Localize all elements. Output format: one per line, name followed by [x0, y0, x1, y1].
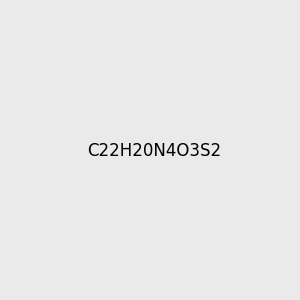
Text: C22H20N4O3S2: C22H20N4O3S2	[87, 142, 221, 160]
